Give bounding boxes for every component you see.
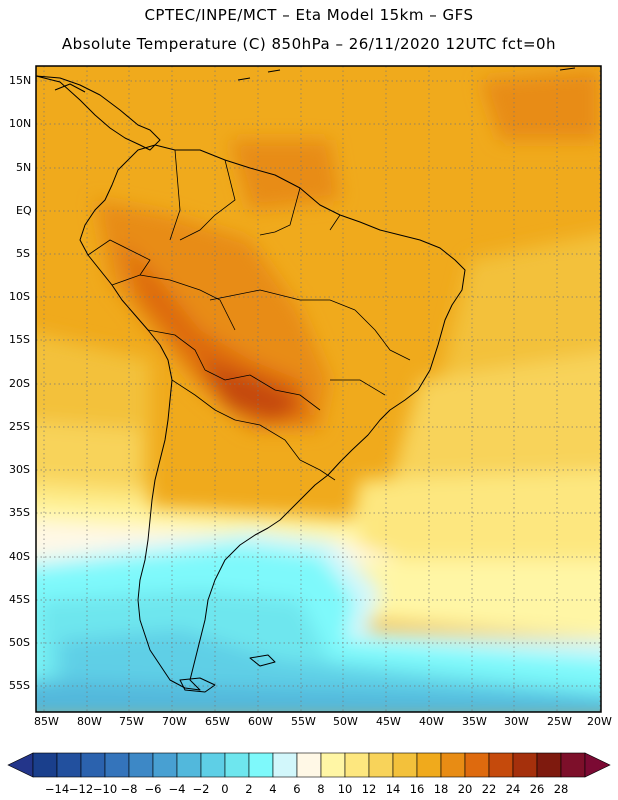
colorbar-swatch — [224, 752, 250, 778]
colorbar-boxes — [32, 752, 586, 778]
colorbar-swatch — [272, 752, 298, 778]
colorbar-label: 28 — [553, 782, 569, 796]
lon-label: 20W — [587, 715, 612, 728]
colorbar-swatch — [128, 752, 154, 778]
lat-label: 55S — [9, 679, 30, 692]
lon-label: 35W — [462, 715, 487, 728]
colorbar-label: 18 — [433, 782, 449, 796]
lat-label: 30S — [9, 463, 30, 476]
colorbar-swatch — [560, 752, 586, 778]
colorbar-swatch — [488, 752, 514, 778]
lon-label: 55W — [291, 715, 316, 728]
colorbar-label: 4 — [269, 782, 277, 796]
lon-label: 40W — [419, 715, 444, 728]
colorbar-min-arrow — [7, 752, 34, 778]
colorbar-swatch — [536, 752, 562, 778]
map-frame — [35, 65, 602, 713]
colorbar-label: −14 — [44, 782, 70, 796]
colorbar-label: 2 — [245, 782, 253, 796]
lat-label: 50S — [9, 636, 30, 649]
colorbar-swatch — [200, 752, 226, 778]
lat-label: 35S — [9, 506, 30, 519]
lat-label: EQ — [16, 204, 32, 217]
chart-subtitle: Absolute Temperature (C) 850hPa – 26/11/… — [61, 35, 557, 53]
colorbar-label: −2 — [192, 782, 210, 796]
lat-label: 15S — [9, 333, 30, 346]
colorbar-swatch — [392, 752, 418, 778]
lat-label: 5S — [16, 247, 30, 260]
lat-label: 40S — [9, 550, 30, 563]
lon-label: 30W — [504, 715, 529, 728]
colorbar-label: −6 — [144, 782, 162, 796]
colorbar-swatch — [56, 752, 82, 778]
lat-label: 10S — [9, 290, 30, 303]
colorbar-label: −12 — [68, 782, 94, 796]
colorbar-swatch — [32, 752, 58, 778]
lon-label: 70W — [162, 715, 187, 728]
colorbar-label: 26 — [529, 782, 545, 796]
colorbar-label: −8 — [120, 782, 138, 796]
colorbar-swatch — [440, 752, 466, 778]
colorbar-max-arrow — [584, 752, 611, 778]
colorbar-swatch — [512, 752, 538, 778]
colorbar-label: 12 — [361, 782, 377, 796]
lon-label: 85W — [34, 715, 59, 728]
colorbar-label: 16 — [409, 782, 425, 796]
colorbar-swatch — [344, 752, 370, 778]
colorbar-label: 20 — [457, 782, 473, 796]
colorbar-label: 10 — [337, 782, 353, 796]
colorbar-swatch — [296, 752, 322, 778]
colorbar-swatch — [152, 752, 178, 778]
colorbar-label: 0 — [221, 782, 229, 796]
lat-label: 15N — [9, 74, 32, 87]
colorbar-label: 22 — [481, 782, 497, 796]
lon-label: 80W — [77, 715, 102, 728]
colorbar-swatch — [104, 752, 130, 778]
lon-label: 75W — [119, 715, 144, 728]
colorbar-label: −4 — [168, 782, 186, 796]
colorbar — [7, 752, 611, 778]
colorbar-label: 24 — [505, 782, 521, 796]
lon-label: 45W — [376, 715, 401, 728]
colorbar-label: 8 — [317, 782, 325, 796]
colorbar-swatch — [416, 752, 442, 778]
lon-label: 50W — [333, 715, 358, 728]
colorbar-swatch — [464, 752, 490, 778]
temperature-field — [36, 66, 601, 712]
colorbar-swatch — [176, 752, 202, 778]
colorbar-swatch — [248, 752, 274, 778]
lat-label: 25S — [9, 420, 30, 433]
colorbar-swatch — [368, 752, 394, 778]
colorbar-swatch — [320, 752, 346, 778]
lat-label: 20S — [9, 377, 30, 390]
colorbar-label: 6 — [293, 782, 301, 796]
lat-label: 10N — [9, 117, 32, 130]
colorbar-label: −10 — [92, 782, 118, 796]
lat-label: 5N — [16, 161, 32, 174]
lon-label: 25W — [547, 715, 572, 728]
lat-label: 45S — [9, 593, 30, 606]
chart-title: CPTEC/INPE/MCT – Eta Model 15km – GFS — [144, 6, 474, 24]
colorbar-swatch — [80, 752, 106, 778]
colorbar-label: 14 — [385, 782, 401, 796]
lon-label: 65W — [205, 715, 230, 728]
lon-label: 60W — [248, 715, 273, 728]
country-borders — [87, 149, 411, 481]
